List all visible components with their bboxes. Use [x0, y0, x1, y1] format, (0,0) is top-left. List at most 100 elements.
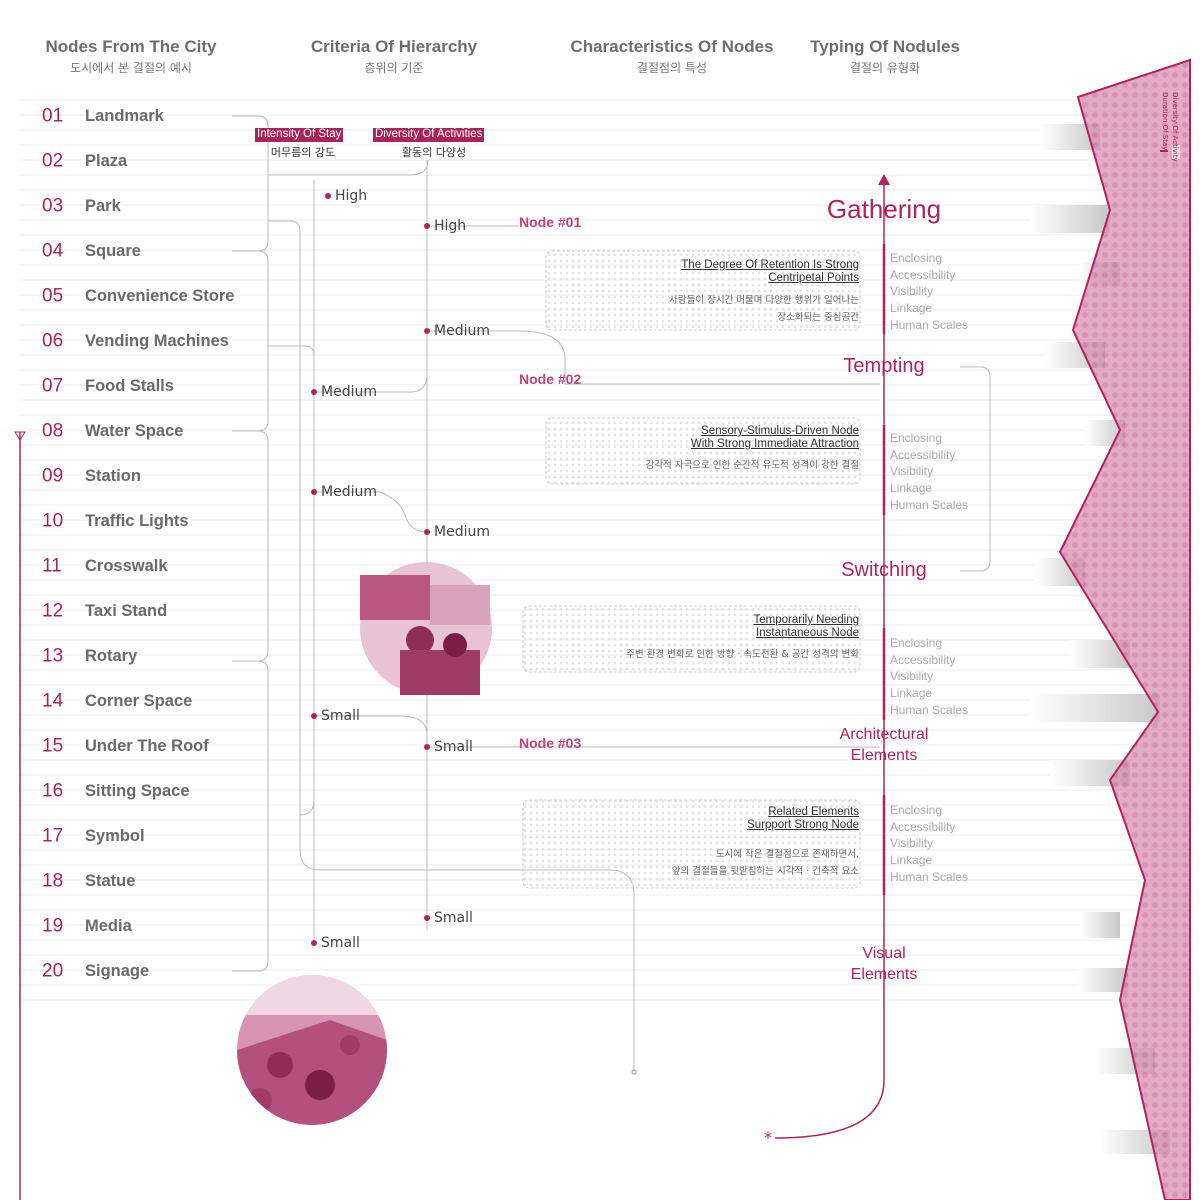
node-group-label: Node #02 [519, 371, 582, 387]
node-label: Statue [85, 871, 136, 890]
node-label: Station [85, 466, 141, 485]
node-type: Elements [850, 747, 918, 764]
level-dot [311, 489, 317, 495]
characteristic-title: Sensory-Stimulus-Driven Node [701, 425, 859, 437]
node-label: Square [85, 241, 141, 260]
node-type: Tempting [843, 355, 925, 377]
attribute: Visibility [890, 836, 934, 851]
stay-level: Medium [321, 384, 377, 400]
node-number: 19 [42, 915, 64, 937]
attribute: Enclosing [890, 636, 943, 650]
activity-level: Medium [434, 323, 490, 339]
characteristic-text: 주변 환경 변화로 인한 방향 · 속도전환 & 공간 성격의 변화 [626, 649, 859, 660]
level-dot [424, 915, 430, 921]
characteristic-title: Surpport Strong Node [747, 819, 859, 831]
node-number: 06 [42, 330, 64, 352]
node-label: Symbol [85, 826, 145, 845]
column-subtitle: 도시에서 본 결절의 예시 [70, 61, 192, 75]
photo [237, 975, 387, 1125]
svg-text:*: * [764, 1128, 772, 1147]
level-dot [424, 328, 430, 334]
node-label: Landmark [85, 106, 164, 125]
column-title: Nodes From The City [45, 37, 217, 56]
node-number: 14 [42, 690, 64, 712]
node-type: Elements [850, 966, 918, 983]
column-title: Typing Of Nodules [810, 37, 960, 56]
node-number: 04 [42, 240, 64, 262]
node-label: Convenience Store [85, 286, 235, 305]
level-dot [424, 223, 430, 229]
attribute: Enclosing [890, 251, 943, 265]
level-dot [311, 713, 317, 719]
node-label: Park [85, 196, 121, 215]
attribute: Enclosing [890, 431, 943, 445]
level-dot [311, 389, 317, 395]
characteristic-text: 도시에 작은 결절점으로 존재하면서, [715, 849, 859, 860]
attribute: Linkage [890, 853, 933, 868]
column-subtitle: 결절의 유형화 [849, 61, 921, 75]
activity-level: Small [434, 910, 473, 926]
node-type: Gathering [826, 194, 942, 224]
criterion-subtitle: 머무름의 강도 [270, 146, 336, 159]
node-number: 07 [42, 375, 64, 397]
attribute: Human Scales [890, 497, 969, 512]
node-number: 10 [42, 510, 64, 532]
node-type: Switching [841, 559, 927, 581]
node-label: Vending Machines [85, 331, 229, 350]
characteristic-text: 장소화되는 중심공간 [777, 312, 859, 323]
node-number: 18 [42, 870, 64, 892]
attribute: Human Scales [890, 869, 969, 884]
node-number: 11 [42, 555, 62, 577]
node-number: 16 [42, 780, 64, 802]
level-dot [424, 744, 430, 750]
characteristic-text: 사람들이 장시간 머물며 다양한 행위가 일어나는 [669, 295, 859, 306]
stay-level: Small [321, 935, 360, 951]
node-number: 02 [42, 150, 64, 172]
attribute: Accessibility [890, 819, 956, 834]
criterion-subtitle: 활동의 다양성 [401, 146, 467, 159]
node-label: Media [85, 916, 132, 935]
column-subtitle: 층위의 기준 [364, 61, 424, 75]
attribute: Linkage [890, 481, 933, 496]
node-number: 12 [42, 600, 64, 622]
attribute: Linkage [890, 686, 933, 701]
node-label: Signage [85, 961, 150, 980]
attribute: Visibility [890, 284, 934, 299]
level-dot [424, 529, 430, 535]
characteristic-text: 앞의 결절들을 뒷받침하는 시각적 · 건축적 요소 [671, 866, 859, 877]
level-dot [311, 940, 317, 946]
column-subtitle: 결절점의 특성 [636, 61, 708, 75]
activity-level: High [434, 218, 467, 234]
node-label: Corner Space [85, 691, 193, 710]
attribute: Human Scales [890, 317, 969, 332]
node-label: Traffic Lights [85, 511, 189, 530]
legend-label: Diversity Of Activity [1171, 92, 1179, 162]
characteristic-text: 감각적 자극으로 인한 순간적 유도적 성격이 강한 결절 [645, 460, 859, 471]
node-label: Plaza [85, 151, 128, 170]
node-number: 03 [42, 195, 64, 217]
column-title: Criteria Of Hierarchy [310, 37, 478, 56]
criterion-title: Intensity Of Stay [255, 128, 344, 142]
attribute: Accessibility [890, 267, 956, 282]
level-dot [325, 193, 331, 199]
attribute: Visibility [890, 669, 934, 684]
attribute: Human Scales [890, 702, 969, 717]
characteristic-title: Centripetal Points [768, 272, 859, 284]
node-group-label: Node #03 [519, 735, 582, 751]
attribute: Linkage [890, 301, 933, 316]
characteristic-title: Temporarily Needing [753, 614, 859, 626]
attribute: Enclosing [890, 803, 943, 817]
characteristic-title: The Degree Of Retention Is Strong [681, 259, 859, 271]
node-label: Taxi Stand [85, 601, 168, 620]
node-number: 08 [42, 420, 64, 442]
attribute: Accessibility [890, 447, 956, 462]
stay-level: Medium [321, 484, 377, 500]
column-title: Characteristics Of Nodes [570, 37, 774, 56]
node-label: Crosswalk [85, 556, 168, 575]
node-number: 01 [42, 105, 64, 127]
node-label: Water Space [85, 421, 184, 440]
node-type: Architectural [839, 726, 929, 743]
node-group-label: Node #01 [519, 214, 582, 230]
characteristic-title: Related Elements [768, 806, 859, 818]
